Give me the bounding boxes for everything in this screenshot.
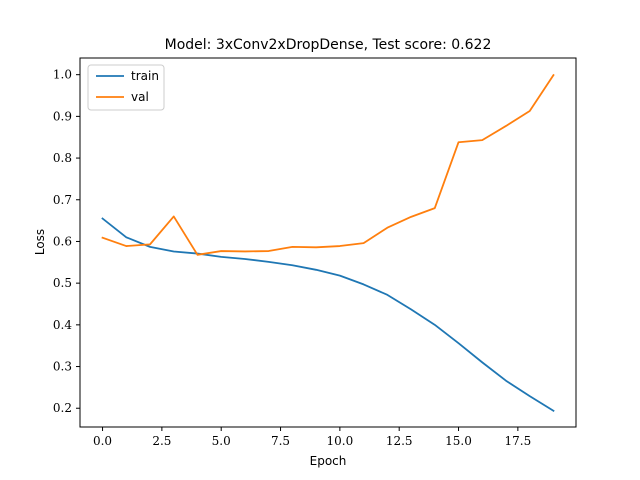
chart-title: Model: 3xConv2xDropDense, Test score: 0.…: [165, 37, 492, 53]
x-tick-label: 12.5: [386, 434, 413, 448]
series-line-train: [101, 217, 555, 412]
legend-label-val: val: [131, 90, 149, 104]
x-tick-label: 5.0: [212, 434, 231, 448]
plot-area: [79, 57, 577, 428]
x-tick-label: 10.0: [327, 434, 354, 448]
series-lines: [101, 73, 555, 412]
y-tick-label: 0.2: [53, 401, 72, 415]
y-tick-label: 0.6: [53, 234, 72, 248]
series-line-val: [101, 73, 555, 256]
y-tick-label: 0.3: [53, 360, 72, 374]
axes-frame: [79, 57, 577, 428]
x-tick-label: 0.0: [93, 434, 112, 448]
y-axis-label: Loss: [33, 229, 47, 255]
y-axis: 0.2 0.3 0.4 0.5 0.6 0.7 0.8 0.9 1.0: [53, 68, 80, 415]
x-tick-label: 15.0: [445, 434, 472, 448]
x-tick-label: 17.5: [504, 434, 531, 448]
y-tick-label: 0.8: [53, 151, 72, 165]
legend: train val: [87, 64, 165, 111]
y-tick-label: 0.4: [53, 318, 72, 332]
y-tick-label: 0.7: [53, 193, 72, 207]
y-tick-label: 0.9: [53, 109, 72, 123]
y-tick-label: 0.5: [53, 276, 72, 290]
x-tick-label: 2.5: [152, 434, 171, 448]
legend-label-train: train: [131, 69, 159, 83]
x-tick-label: 7.5: [271, 434, 290, 448]
y-tick-label: 1.0: [53, 68, 72, 82]
x-axis-label: Epoch: [310, 454, 347, 468]
x-axis: 0.0 2.5 5.0 7.5 10.0 12.5 15.0 17.5: [93, 427, 531, 448]
